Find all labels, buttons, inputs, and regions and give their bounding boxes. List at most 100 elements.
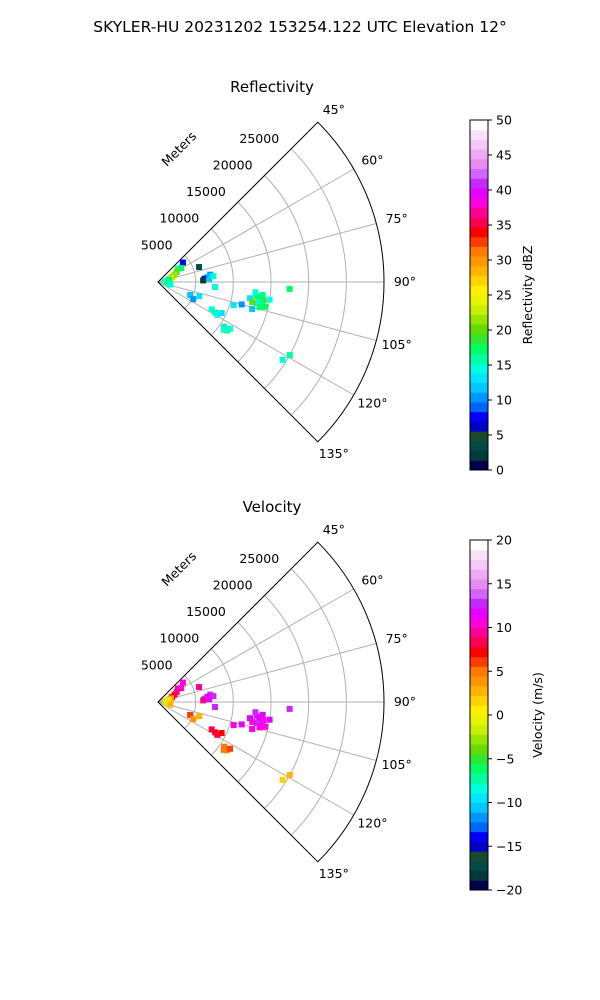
colorbar-tick-label: 20 xyxy=(496,323,512,338)
data-point xyxy=(256,715,263,722)
colorbar-tick-label: 0 xyxy=(496,708,504,723)
colorbar-segment xyxy=(470,139,488,150)
azimuth-tick-label: 45° xyxy=(323,522,345,537)
data-point xyxy=(253,299,260,306)
azimuth-tick-label: 135° xyxy=(319,446,349,461)
colorbar-label: Velocity (m/s) xyxy=(530,672,545,758)
data-point xyxy=(238,721,245,728)
colorbar-segment xyxy=(470,627,488,638)
range-tick-label: 25000 xyxy=(239,131,279,146)
data-point xyxy=(249,305,256,312)
data-point xyxy=(206,276,213,283)
data-point xyxy=(253,719,260,726)
data-point xyxy=(218,310,225,317)
colorbar: −20 −15 −10 −5 0 5 10 15 20 xyxy=(469,533,522,898)
azimuth-tick-label: 90° xyxy=(394,274,416,289)
colorbar-segment xyxy=(470,783,488,794)
data-point xyxy=(260,297,267,304)
colorbar-segment xyxy=(470,236,488,247)
colorbar-tick-label: 25 xyxy=(496,288,512,303)
colorbar-segment xyxy=(470,411,488,422)
colorbar-segment xyxy=(470,295,488,306)
data-point xyxy=(206,696,213,703)
azimuth-tick-label: 105° xyxy=(382,757,412,772)
range-tick-label: 20000 xyxy=(213,577,253,592)
data-point xyxy=(249,719,256,726)
data-point xyxy=(230,302,237,309)
data-point xyxy=(246,295,253,302)
data-point xyxy=(227,325,234,332)
colorbar-segment xyxy=(470,158,488,170)
colorbar-segment xyxy=(470,753,488,765)
data-point xyxy=(214,311,221,318)
range-tick-label: 5000 xyxy=(141,237,173,252)
sector-frame xyxy=(157,541,385,863)
data-point xyxy=(214,731,221,738)
azimuth-tick-label: 120° xyxy=(357,815,387,830)
azimuth-tick-label: 60° xyxy=(361,573,383,588)
data-point xyxy=(174,685,181,692)
azimuth-tick-label: 75° xyxy=(386,631,408,646)
colorbar-segment xyxy=(470,275,488,286)
data-point xyxy=(227,745,234,752)
colorbar-segment xyxy=(470,197,488,208)
azimuth-tick-label: 105° xyxy=(382,337,412,352)
colorbar-segment xyxy=(470,549,488,560)
data-point xyxy=(252,709,259,716)
figure-title: SKYLER-HU 20231202 153254.122 UTC Elevat… xyxy=(93,18,507,36)
colorbar-segment xyxy=(470,256,488,267)
colorbar-segment xyxy=(470,540,488,551)
data-point xyxy=(179,679,186,686)
colorbar-segment xyxy=(470,734,488,745)
data-point xyxy=(187,291,194,298)
data-point xyxy=(187,711,194,718)
colorbar-segment xyxy=(470,617,488,628)
data-point xyxy=(190,296,197,303)
azimuth-gridline xyxy=(157,281,377,341)
colorbar-segment xyxy=(470,578,488,590)
data-point xyxy=(220,326,227,333)
colorbar-segment xyxy=(470,363,488,374)
colorbar-segment xyxy=(470,860,488,872)
range-tick-labels: 5000 10000 15000 20000 25000 xyxy=(141,131,279,253)
colorbar-segment xyxy=(470,685,488,697)
colorbar-tick-label: 10 xyxy=(496,393,512,408)
colorbar-segment xyxy=(470,120,488,131)
data-point xyxy=(262,723,269,730)
reflectivity-panel: Reflectivity 45°60°75°90°105°120°135° 50… xyxy=(141,78,535,478)
colorbar-tick-label: 5 xyxy=(496,664,504,679)
data-point xyxy=(196,713,203,720)
colorbar-segment xyxy=(470,637,488,648)
colorbar-segment xyxy=(470,608,488,619)
data-point xyxy=(167,281,174,288)
data-point xyxy=(286,772,293,779)
range-tick-label: 5000 xyxy=(141,657,173,672)
azimuth-tick-label: 45° xyxy=(323,102,345,117)
data-point xyxy=(210,273,217,280)
azimuth-tick-label: 60° xyxy=(361,153,383,168)
data-point xyxy=(212,283,219,290)
colorbar-segment xyxy=(470,666,488,677)
data-point xyxy=(246,715,253,722)
range-tick-labels: 5000 10000 15000 20000 25000 xyxy=(141,551,279,673)
colorbar-segment xyxy=(470,440,488,452)
colorbar-segment xyxy=(470,178,488,189)
colorbar-segment xyxy=(470,129,488,140)
colorbar-tick-label: 15 xyxy=(496,358,512,373)
data-point xyxy=(257,718,264,725)
data-point xyxy=(256,295,263,302)
colorbar-segment xyxy=(470,324,488,335)
data-point xyxy=(208,726,215,733)
data-point xyxy=(259,291,266,298)
data-point xyxy=(256,724,263,731)
colorbar-segment xyxy=(470,763,488,774)
colorbar-segment xyxy=(470,304,488,315)
data-point xyxy=(249,725,256,732)
data-point xyxy=(260,717,267,724)
data-point xyxy=(179,259,186,266)
colorbar-segment xyxy=(470,372,488,383)
colorbar-tick-label: 30 xyxy=(496,253,512,268)
colorbar-segment xyxy=(470,285,488,296)
azimuth-gridline xyxy=(157,223,377,283)
